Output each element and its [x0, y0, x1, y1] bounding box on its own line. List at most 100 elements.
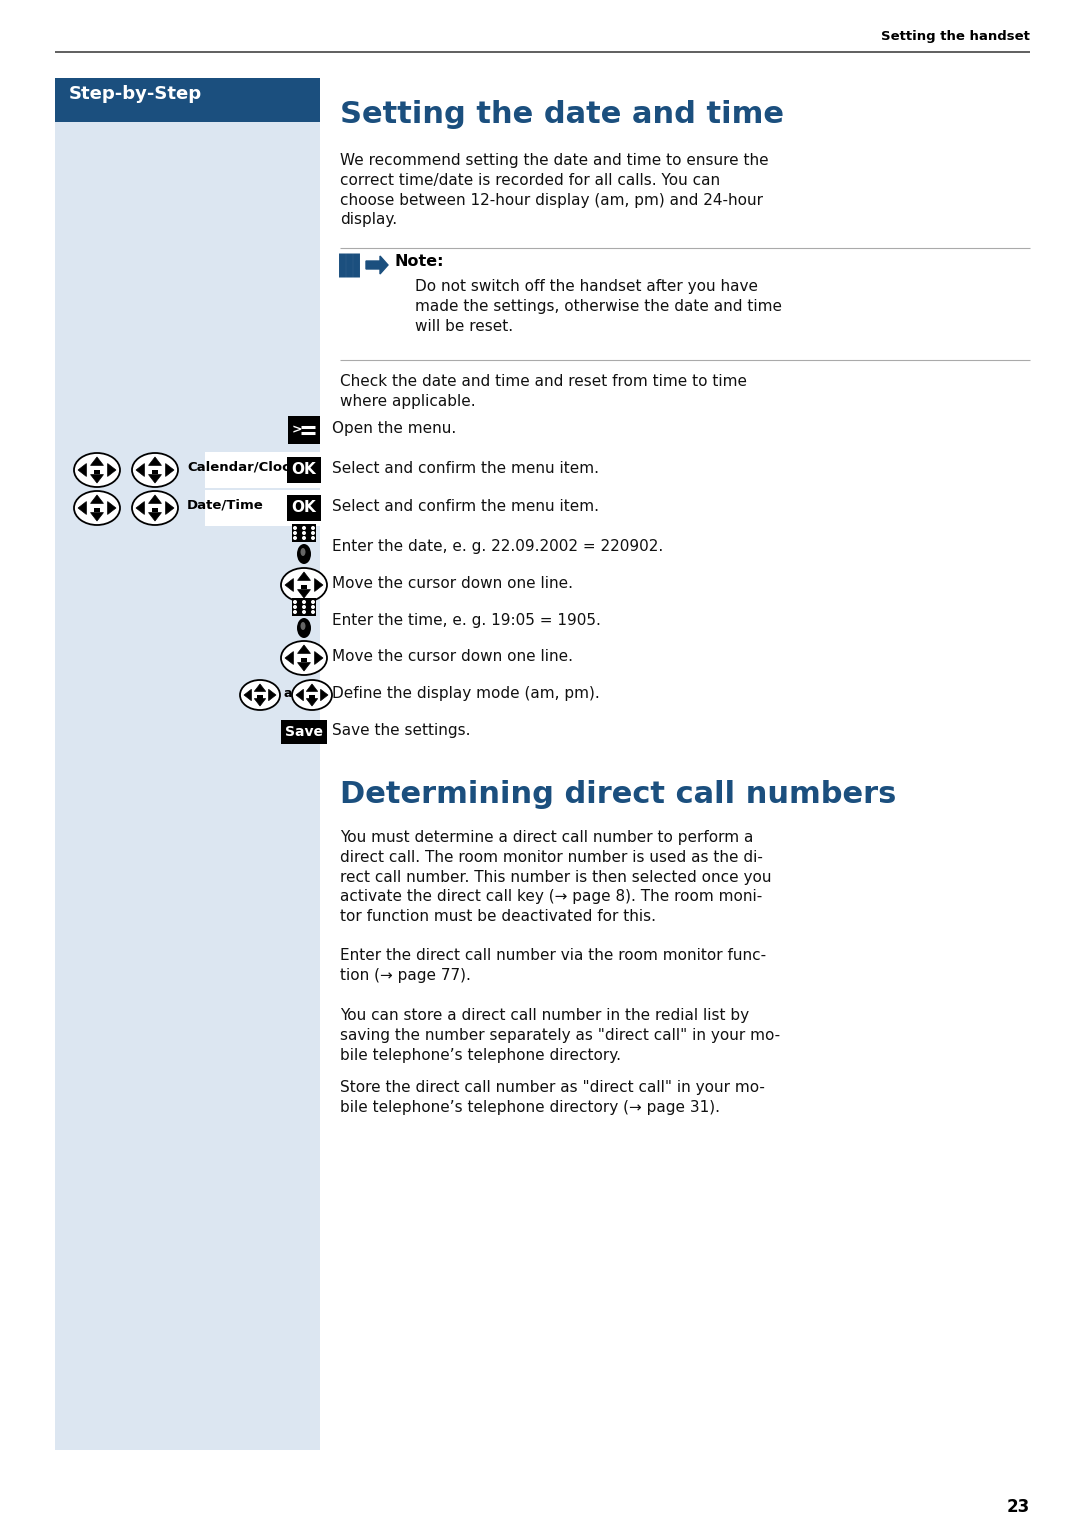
Bar — [281, 720, 327, 745]
Text: Move the cursor down one line.: Move the cursor down one line. — [332, 648, 573, 664]
Polygon shape — [165, 502, 174, 514]
Ellipse shape — [132, 453, 178, 488]
Text: You must determine a direct call number to perform a
direct call. The room monit: You must determine a direct call number … — [340, 830, 771, 924]
Polygon shape — [307, 699, 318, 706]
Text: Setting the handset: Setting the handset — [881, 31, 1030, 43]
Text: Do not switch off the handset after you have
made the settings, otherwise the da: Do not switch off the handset after you … — [415, 278, 782, 333]
Ellipse shape — [281, 567, 327, 602]
Ellipse shape — [132, 491, 178, 524]
Bar — [94, 508, 100, 512]
Text: Step-by-Step: Step-by-Step — [69, 86, 202, 102]
Polygon shape — [298, 645, 310, 653]
Ellipse shape — [292, 680, 332, 709]
Circle shape — [293, 605, 297, 609]
Bar — [152, 508, 158, 512]
Polygon shape — [165, 463, 174, 477]
Text: OK: OK — [292, 462, 316, 477]
Ellipse shape — [297, 618, 311, 638]
Polygon shape — [298, 590, 310, 598]
Ellipse shape — [75, 453, 120, 488]
Bar — [205, 489, 320, 526]
Circle shape — [293, 531, 297, 535]
Polygon shape — [321, 690, 328, 700]
Polygon shape — [254, 699, 266, 706]
Polygon shape — [296, 690, 303, 700]
Bar — [287, 457, 321, 483]
Bar — [288, 416, 320, 443]
Text: am: am — [284, 687, 306, 700]
Polygon shape — [314, 578, 323, 592]
Circle shape — [293, 526, 297, 531]
Circle shape — [311, 531, 315, 535]
Ellipse shape — [300, 547, 306, 557]
Text: Setting the date and time: Setting the date and time — [340, 99, 784, 128]
Circle shape — [302, 537, 306, 540]
Text: Store the direct call number as "direct call" in your mo-
bile telephone’s telep: Store the direct call number as "direct … — [340, 1079, 765, 1115]
Text: Move the cursor down one line.: Move the cursor down one line. — [332, 576, 573, 592]
Polygon shape — [244, 690, 252, 700]
Polygon shape — [366, 255, 388, 274]
Text: Determining direct call numbers: Determining direct call numbers — [340, 780, 896, 809]
Circle shape — [302, 605, 306, 609]
Ellipse shape — [75, 491, 120, 524]
Polygon shape — [136, 463, 145, 477]
Polygon shape — [298, 572, 310, 581]
Bar — [55, 78, 320, 122]
Text: You can store a direct call number in the redial list by
saving the number separ: You can store a direct call number in th… — [340, 1008, 780, 1063]
Ellipse shape — [240, 680, 280, 709]
Circle shape — [311, 526, 315, 531]
Circle shape — [293, 537, 297, 540]
Circle shape — [311, 610, 315, 615]
Text: Check the date and time and reset from time to time
where applicable.: Check the date and time and reset from t… — [340, 375, 747, 408]
Ellipse shape — [281, 641, 327, 674]
Bar — [287, 495, 321, 521]
Polygon shape — [136, 502, 145, 514]
Circle shape — [311, 605, 315, 609]
Text: Select and confirm the menu item.: Select and confirm the menu item. — [332, 498, 599, 514]
Polygon shape — [149, 512, 162, 521]
Polygon shape — [78, 463, 86, 477]
Text: OK: OK — [292, 500, 316, 515]
Circle shape — [302, 526, 306, 531]
Polygon shape — [285, 651, 294, 665]
Text: Save the settings.: Save the settings. — [332, 723, 471, 739]
Polygon shape — [108, 502, 116, 514]
Circle shape — [293, 610, 297, 615]
Bar — [309, 696, 315, 699]
Text: Enter the direct call number via the room monitor func-
tion (→ page 77).: Enter the direct call number via the roo… — [340, 948, 766, 983]
Polygon shape — [149, 474, 162, 483]
Polygon shape — [254, 683, 266, 691]
Bar — [55, 122, 320, 1449]
Text: Define the display mode (am, pm).: Define the display mode (am, pm). — [332, 687, 599, 700]
Bar — [152, 471, 158, 474]
Bar — [301, 659, 307, 662]
Circle shape — [302, 599, 306, 604]
Polygon shape — [149, 457, 162, 465]
Circle shape — [311, 599, 315, 604]
Ellipse shape — [300, 622, 306, 630]
Polygon shape — [149, 495, 162, 503]
Polygon shape — [298, 662, 310, 671]
Text: Save: Save — [285, 725, 323, 739]
Circle shape — [293, 599, 297, 604]
Text: >: > — [292, 424, 302, 436]
Polygon shape — [91, 512, 104, 521]
Polygon shape — [78, 502, 86, 514]
Bar — [292, 598, 316, 616]
Bar — [292, 524, 316, 541]
Bar — [94, 471, 100, 474]
Circle shape — [311, 537, 315, 540]
Polygon shape — [91, 495, 104, 503]
Polygon shape — [108, 463, 116, 477]
Text: 23: 23 — [1007, 1498, 1030, 1515]
Polygon shape — [307, 683, 318, 691]
Bar — [257, 696, 264, 699]
Polygon shape — [285, 578, 294, 592]
Circle shape — [302, 531, 306, 535]
Bar — [301, 586, 307, 589]
Text: Select and confirm the menu item.: Select and confirm the menu item. — [332, 462, 599, 476]
Text: Enter the time, e. g. 19:05 = 1905.: Enter the time, e. g. 19:05 = 1905. — [332, 613, 600, 628]
Text: We recommend setting the date and time to ensure the
correct time/date is record: We recommend setting the date and time t… — [340, 153, 769, 228]
Text: Enter the date, e. g. 22.09.2002 = 220902.: Enter the date, e. g. 22.09.2002 = 22090… — [332, 540, 663, 553]
Polygon shape — [314, 651, 323, 665]
